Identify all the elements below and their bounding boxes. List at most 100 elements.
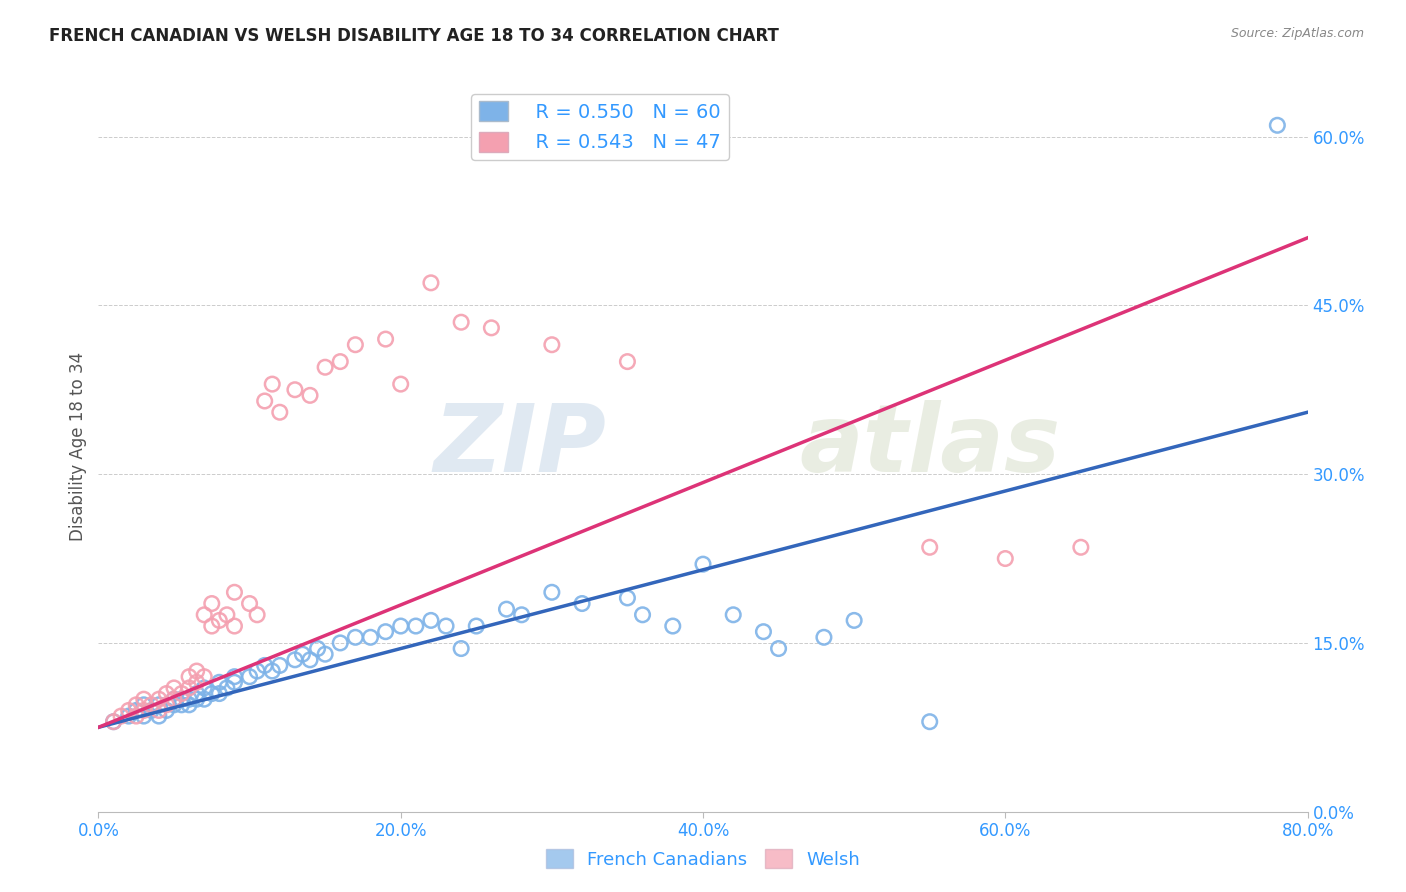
Point bbox=[193, 670, 215, 684]
Point bbox=[163, 681, 186, 695]
Point bbox=[420, 276, 443, 290]
Point bbox=[148, 692, 170, 706]
Point bbox=[215, 607, 238, 622]
Point bbox=[125, 709, 148, 723]
Point bbox=[284, 383, 307, 397]
Text: ZIP: ZIP bbox=[433, 400, 606, 492]
Point bbox=[125, 703, 148, 717]
Point bbox=[510, 607, 533, 622]
Point bbox=[163, 698, 186, 712]
Point bbox=[389, 377, 412, 392]
Point bbox=[179, 692, 201, 706]
Point bbox=[224, 670, 246, 684]
Point bbox=[540, 585, 562, 599]
Point bbox=[253, 394, 276, 409]
Point bbox=[299, 653, 322, 667]
Point bbox=[170, 698, 193, 712]
Point bbox=[208, 614, 231, 628]
Point bbox=[692, 557, 714, 571]
Point bbox=[103, 714, 125, 729]
Point bbox=[118, 703, 141, 717]
Point bbox=[170, 692, 193, 706]
Legend: French Canadians, Welsh: French Canadians, Welsh bbox=[538, 842, 868, 876]
Point bbox=[155, 687, 177, 701]
Point bbox=[374, 624, 396, 639]
Point bbox=[768, 641, 790, 656]
Point bbox=[262, 377, 284, 392]
Point bbox=[246, 607, 269, 622]
Point bbox=[314, 360, 336, 375]
Point bbox=[132, 692, 155, 706]
Point bbox=[193, 607, 215, 622]
Point bbox=[450, 315, 472, 329]
Point bbox=[1070, 541, 1092, 555]
Point bbox=[148, 703, 170, 717]
Point bbox=[186, 692, 208, 706]
Point bbox=[344, 630, 367, 644]
Point bbox=[291, 647, 314, 661]
Point bbox=[201, 619, 224, 633]
Point bbox=[132, 709, 155, 723]
Y-axis label: Disability Age 18 to 34: Disability Age 18 to 34 bbox=[69, 351, 87, 541]
Point bbox=[179, 670, 201, 684]
Point bbox=[344, 337, 367, 351]
Point bbox=[420, 614, 443, 628]
Point bbox=[661, 619, 683, 633]
Point bbox=[844, 614, 866, 628]
Point bbox=[813, 630, 835, 644]
Point bbox=[179, 698, 201, 712]
Point bbox=[132, 703, 155, 717]
Point bbox=[103, 714, 125, 729]
Point bbox=[148, 698, 170, 712]
Text: atlas: atlas bbox=[800, 400, 1062, 492]
Point bbox=[132, 698, 155, 712]
Point bbox=[110, 709, 132, 723]
Point bbox=[262, 664, 284, 678]
Point bbox=[540, 337, 562, 351]
Point bbox=[918, 714, 941, 729]
Point bbox=[253, 658, 276, 673]
Point bbox=[193, 681, 215, 695]
Point bbox=[193, 692, 215, 706]
Point bbox=[186, 664, 208, 678]
Point bbox=[141, 703, 163, 717]
Point bbox=[918, 541, 941, 555]
Point bbox=[215, 681, 238, 695]
Point bbox=[246, 664, 269, 678]
Point bbox=[434, 619, 457, 633]
Text: FRENCH CANADIAN VS WELSH DISABILITY AGE 18 TO 34 CORRELATION CHART: FRENCH CANADIAN VS WELSH DISABILITY AGE … bbox=[49, 27, 779, 45]
Point bbox=[186, 687, 208, 701]
Point bbox=[723, 607, 745, 622]
Point bbox=[163, 692, 186, 706]
Point bbox=[1267, 118, 1289, 132]
Point bbox=[179, 681, 201, 695]
Point bbox=[389, 619, 412, 633]
Point bbox=[155, 703, 177, 717]
Point bbox=[616, 591, 638, 605]
Point bbox=[125, 698, 148, 712]
Point bbox=[631, 607, 654, 622]
Point bbox=[155, 698, 177, 712]
Point bbox=[163, 692, 186, 706]
Point bbox=[495, 602, 517, 616]
Point bbox=[118, 709, 141, 723]
Point bbox=[224, 675, 246, 690]
Point bbox=[239, 670, 262, 684]
Point bbox=[314, 647, 336, 661]
Text: Source: ZipAtlas.com: Source: ZipAtlas.com bbox=[1230, 27, 1364, 40]
Point bbox=[208, 687, 231, 701]
Point bbox=[224, 619, 246, 633]
Point bbox=[170, 687, 193, 701]
Point bbox=[307, 641, 329, 656]
Point bbox=[360, 630, 382, 644]
Point bbox=[405, 619, 427, 633]
Point bbox=[329, 636, 352, 650]
Point bbox=[269, 405, 291, 419]
Point bbox=[269, 658, 291, 673]
Point bbox=[752, 624, 775, 639]
Point bbox=[186, 675, 208, 690]
Point bbox=[616, 354, 638, 368]
Point bbox=[284, 653, 307, 667]
Point bbox=[450, 641, 472, 656]
Point bbox=[208, 675, 231, 690]
